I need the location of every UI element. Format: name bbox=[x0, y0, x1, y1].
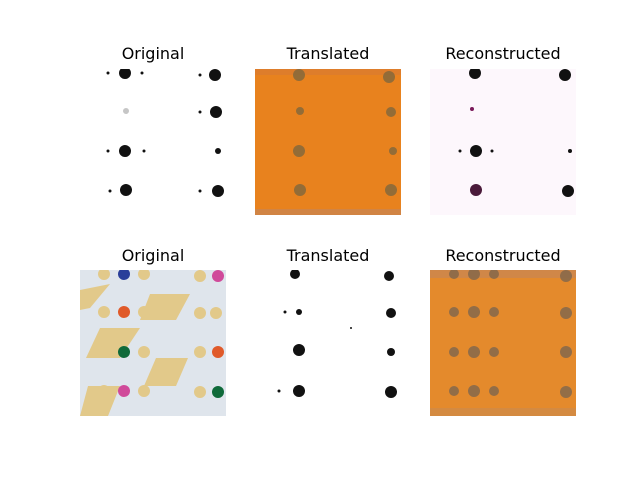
image-row1-original bbox=[80, 69, 226, 215]
title-row1-translated: Translated bbox=[286, 44, 370, 63]
title-row1-original: Original bbox=[121, 44, 185, 63]
title-row2-reconstructed: Reconstructed bbox=[445, 246, 561, 265]
image-row1-translated bbox=[255, 69, 401, 215]
image-row1-reconstructed bbox=[430, 69, 576, 215]
image-row2-original bbox=[80, 270, 226, 416]
image-row2-translated bbox=[255, 270, 401, 416]
title-row1-reconstructed: Reconstructed bbox=[445, 44, 561, 63]
image-row2-reconstructed bbox=[430, 270, 576, 416]
title-row2-translated: Translated bbox=[286, 246, 370, 265]
title-row2-original: Original bbox=[121, 246, 185, 265]
